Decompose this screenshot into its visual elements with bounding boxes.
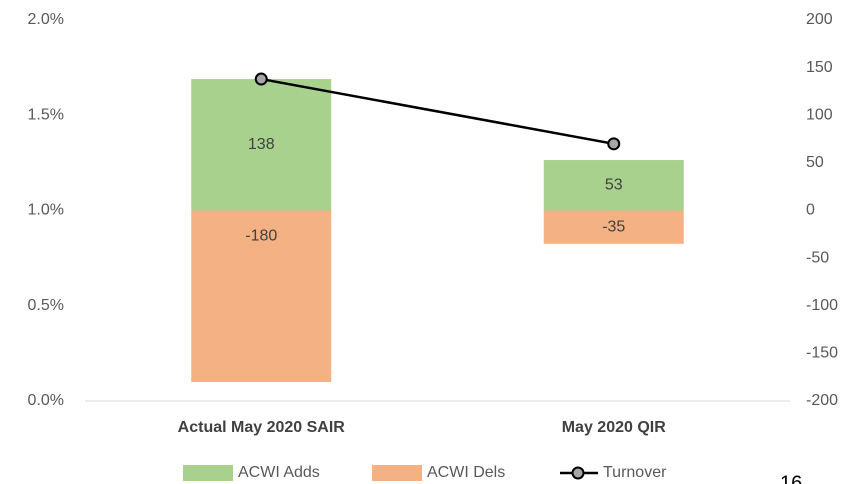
data-label: -35 xyxy=(602,218,625,235)
bar xyxy=(191,210,332,382)
y-tick-label: 0.5% xyxy=(28,297,64,314)
line xyxy=(261,77,614,146)
data-label: 53 xyxy=(605,176,623,193)
y2-tick-label: -100 xyxy=(806,297,838,314)
y2-tick-label: -200 xyxy=(806,392,838,409)
bar xyxy=(543,160,684,211)
y2-tick-label: 50 xyxy=(806,154,824,171)
y-tick-label: 1.0% xyxy=(28,202,64,219)
y2-tick-label: 150 xyxy=(806,59,833,76)
data-label: 138 xyxy=(248,136,275,153)
x-tick-label: May 2020 QIR xyxy=(562,419,667,436)
y2-tick-label: -150 xyxy=(806,345,838,362)
data-label: -180 xyxy=(245,228,277,245)
legend-label: ACWI Dels xyxy=(427,464,505,481)
bar xyxy=(191,79,332,211)
y2-tick-label: -50 xyxy=(806,249,829,266)
legend-marker xyxy=(571,466,585,480)
marker xyxy=(254,72,268,86)
bar xyxy=(543,210,684,244)
y-tick-label: 2.0% xyxy=(28,11,64,28)
legend-label: Turnover xyxy=(603,464,667,481)
legend-swatch xyxy=(372,465,422,481)
marker xyxy=(607,137,621,151)
y2-tick-label: 200 xyxy=(806,11,833,28)
legend-swatch xyxy=(183,465,233,481)
y2-tick-label: 100 xyxy=(806,106,833,123)
legend-label: ACWI Adds xyxy=(238,464,320,481)
y-tick-label: 0.0% xyxy=(28,392,64,409)
page-number: 16 xyxy=(780,472,802,484)
y2-tick-label: 0 xyxy=(806,202,815,219)
x-tick-label: Actual May 2020 SAIR xyxy=(178,419,346,436)
y-tick-label: 1.5% xyxy=(28,106,64,123)
